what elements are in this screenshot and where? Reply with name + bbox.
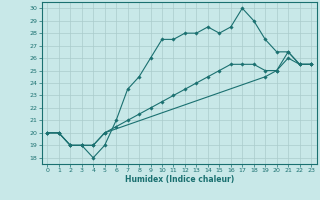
X-axis label: Humidex (Indice chaleur): Humidex (Indice chaleur) [124, 175, 234, 184]
